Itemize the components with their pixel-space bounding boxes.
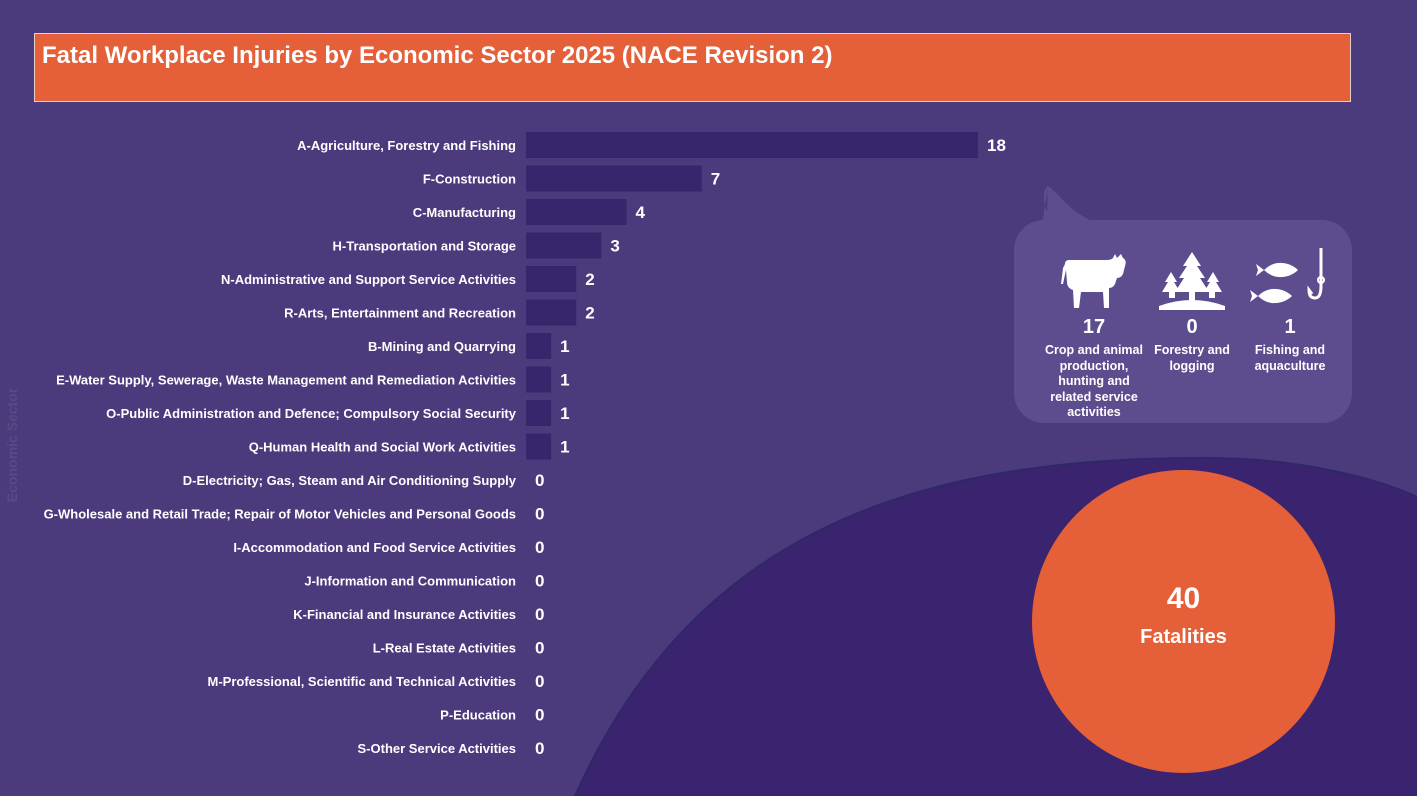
breakdown-item-fishing: 1 Fishing and aquaculture	[1236, 238, 1344, 374]
data-label: 0	[535, 572, 544, 591]
callout-tail	[1042, 186, 1100, 224]
category-label: M-Professional, Scientific and Technical…	[208, 674, 516, 689]
bar	[526, 132, 978, 158]
data-label: 0	[535, 605, 544, 624]
data-label: 2	[585, 304, 594, 323]
category-label: E-Water Supply, Sewerage, Waste Manageme…	[56, 373, 516, 388]
data-label: 2	[585, 270, 594, 289]
breakdown-label: Fishing and aquaculture	[1254, 343, 1326, 373]
breakdown-item-crop-animal: 17 Crop and animal production, hunting a…	[1040, 238, 1148, 421]
data-label: 0	[535, 538, 544, 557]
data-label: 1	[560, 371, 569, 390]
data-label: 0	[535, 706, 544, 725]
category-label: D-Electricity; Gas, Steam and Air Condit…	[183, 473, 517, 488]
category-label: A-Agriculture, Forestry and Fishing	[297, 138, 516, 153]
trees-icon	[1138, 238, 1246, 310]
category-label: J-Information and Communication	[304, 574, 516, 589]
category-label: B-Mining and Quarrying	[368, 339, 516, 354]
category-label: C-Manufacturing	[413, 205, 516, 220]
bar	[526, 400, 552, 426]
breakdown-value: 1	[1284, 316, 1296, 338]
total-fatalities-circle: 40 Fatalities	[1032, 470, 1335, 773]
bar	[526, 199, 627, 225]
category-label: K-Financial and Insurance Activities	[293, 607, 516, 622]
category-label: P-Education	[440, 708, 516, 723]
data-label: 0	[535, 505, 544, 524]
category-label: S-Other Service Activities	[358, 741, 516, 756]
bar	[526, 232, 602, 259]
cow-icon	[1040, 238, 1148, 310]
bar	[526, 333, 552, 359]
data-label: 3	[610, 237, 619, 256]
category-label: R-Arts, Entertainment and Recreation	[284, 306, 516, 321]
breakdown-item-forestry: 0 Forestry and logging	[1138, 238, 1246, 374]
category-label: N-Administrative and Support Service Act…	[221, 272, 516, 287]
fish-hook-icon	[1236, 238, 1344, 310]
agriculture-breakdown-callout: 17 Crop and animal production, hunting a…	[1014, 220, 1352, 423]
category-label: O-Public Administration and Defence; Com…	[106, 406, 517, 421]
category-label: I-Accommodation and Food Service Activit…	[233, 540, 516, 555]
bar	[526, 266, 577, 292]
total-label: Fatalities	[1140, 626, 1227, 648]
breakdown-label: Forestry and logging	[1154, 343, 1230, 373]
breakdown-label: Crop and animal production, hunting and …	[1045, 343, 1143, 419]
data-label: 18	[987, 136, 1006, 155]
data-label: 4	[635, 203, 645, 222]
bar	[526, 433, 552, 460]
data-label: 1	[560, 337, 569, 356]
breakdown-value: 0	[1186, 316, 1198, 338]
bar	[526, 299, 577, 326]
bar	[526, 366, 552, 393]
total-value: 40	[1166, 582, 1201, 615]
chart-title: Fatal Workplace Injuries by Economic Sec…	[42, 42, 833, 69]
category-label: G-Wholesale and Retail Trade; Repair of …	[44, 507, 516, 522]
data-label: 0	[535, 471, 544, 490]
category-label: F-Construction	[423, 172, 516, 187]
category-label: L-Real Estate Activities	[373, 641, 516, 656]
breakdown-value: 17	[1082, 316, 1106, 338]
category-label: Q-Human Health and Social Work Activitie…	[249, 440, 516, 455]
data-label: 0	[535, 672, 544, 691]
title-banner: Fatal Workplace Injuries by Economic Sec…	[34, 33, 1351, 102]
data-label: 0	[535, 639, 544, 658]
category-label: H-Transportation and Storage	[333, 239, 516, 254]
data-label: 1	[560, 438, 569, 457]
data-label: 7	[711, 170, 720, 189]
data-label: 1	[560, 404, 569, 423]
bar	[526, 165, 702, 192]
data-label: 0	[535, 739, 544, 758]
